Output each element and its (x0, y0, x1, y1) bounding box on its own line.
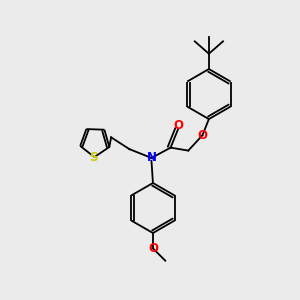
Text: O: O (197, 129, 207, 142)
Text: N: N (146, 152, 157, 164)
Text: O: O (173, 119, 183, 132)
Text: O: O (148, 242, 158, 255)
Text: S: S (89, 151, 97, 164)
